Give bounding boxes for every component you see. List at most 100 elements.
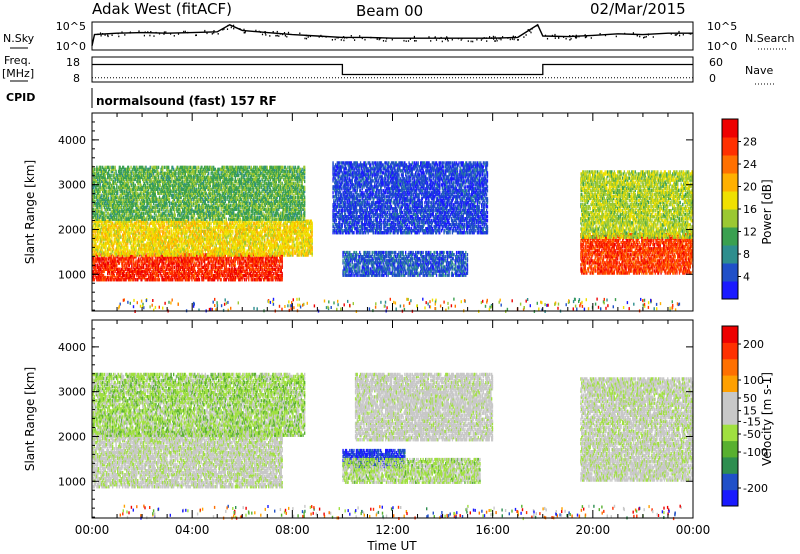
nsky-point xyxy=(223,28,224,30)
nsky-point xyxy=(102,33,103,35)
heatmap-cell xyxy=(282,224,283,227)
nsky-point xyxy=(262,34,263,36)
nsky-point xyxy=(310,36,311,38)
nsky-point xyxy=(244,32,245,34)
heatmap-cell xyxy=(95,241,96,244)
nsky-point xyxy=(343,40,344,42)
heatmap-cell xyxy=(220,233,221,236)
heatmap-cell xyxy=(134,274,135,277)
nsky-point xyxy=(277,31,278,33)
nsky-point xyxy=(130,32,131,34)
nsky-point xyxy=(576,36,577,38)
heatmap-cell xyxy=(251,224,252,227)
heatmap-cell xyxy=(108,276,109,279)
nsky-point xyxy=(149,35,150,37)
nsky-point xyxy=(633,32,634,34)
nsky-point xyxy=(233,25,234,27)
nsky-point xyxy=(476,39,477,41)
nsky-point xyxy=(639,36,640,38)
noise-ytick-bottom: 10^0 xyxy=(56,40,86,53)
heatmap-cell xyxy=(113,247,114,250)
nsky-point xyxy=(285,35,286,37)
nsky-series-line xyxy=(92,25,693,46)
heatmap-cell xyxy=(174,266,175,269)
heatmap-cell xyxy=(160,230,161,233)
nsky-point xyxy=(616,36,617,38)
power-heatmap-cells xyxy=(92,161,694,313)
nsky-point xyxy=(138,30,139,32)
heatmap-cell xyxy=(128,224,129,227)
nsky-point xyxy=(552,35,553,37)
heatmap-cell xyxy=(221,270,222,273)
nsky-label: N.Sky xyxy=(3,32,35,45)
nsky-point xyxy=(108,36,109,38)
heatmap-cell xyxy=(202,270,203,273)
nsky-point xyxy=(586,36,587,38)
nsky-point xyxy=(502,36,503,38)
heatmap-cell xyxy=(267,253,268,256)
nsky-point xyxy=(112,34,113,36)
nsky-point xyxy=(585,37,586,39)
noise-ytick-right-bottom: 10^0 xyxy=(707,40,737,53)
heatmap-cell xyxy=(184,245,185,248)
heatmap-cell xyxy=(211,226,212,229)
heatmap-cell xyxy=(147,222,148,225)
nsky-point xyxy=(566,38,567,40)
nsky-point xyxy=(484,37,485,39)
heatmap-cell xyxy=(254,249,255,252)
nsky-point xyxy=(458,38,459,40)
heatmap-cell xyxy=(216,243,217,246)
nsky-point xyxy=(410,38,411,40)
heatmap-cell xyxy=(231,235,232,238)
nsky-point xyxy=(359,35,360,37)
heatmap-cell xyxy=(135,253,136,256)
nsky-point xyxy=(170,33,171,35)
heatmap-cell xyxy=(131,239,132,242)
nsky-point xyxy=(578,36,579,38)
freq-unit-label: [MHz] xyxy=(2,67,34,80)
nsky-point xyxy=(554,34,555,36)
nsky-point xyxy=(118,33,119,35)
heatmap-cell xyxy=(120,235,121,238)
nsky-point xyxy=(195,35,196,37)
nsky-point xyxy=(496,38,497,40)
station-title: Adak West (fitACF) xyxy=(92,0,232,18)
heatmap-cell xyxy=(110,247,111,250)
nsky-point xyxy=(679,35,680,37)
nsky-point xyxy=(671,33,672,35)
nsky-point xyxy=(121,31,122,33)
nsky-point xyxy=(481,39,482,41)
nsky-point xyxy=(493,36,494,38)
heatmap-cell xyxy=(94,278,95,281)
nsky-point xyxy=(335,39,336,41)
date-title: 02/Mar/2015 xyxy=(590,0,686,18)
nsky-point xyxy=(605,35,606,37)
heatmap-cell xyxy=(213,226,214,229)
nsky-point xyxy=(436,39,437,41)
nsky-point xyxy=(306,38,307,40)
heatmap-cell xyxy=(232,230,233,233)
heatmap-cell xyxy=(243,266,244,269)
nsky-point xyxy=(163,33,164,35)
heatmap-cell xyxy=(179,243,180,246)
heatmap-cell xyxy=(239,253,240,256)
heatmap-cell xyxy=(139,235,140,238)
nsky-point xyxy=(643,37,644,39)
nsky-point xyxy=(277,35,278,37)
nsky-point xyxy=(156,32,157,34)
heatmap-cell xyxy=(135,259,136,262)
nsky-point xyxy=(336,37,337,39)
heatmap-cell xyxy=(111,233,112,236)
nsky-point xyxy=(275,35,276,37)
nsky-point xyxy=(624,33,625,35)
heatmap-cell xyxy=(298,237,299,240)
heatmap-cell xyxy=(139,243,140,246)
nsky-point xyxy=(204,30,205,32)
nsky-point xyxy=(343,36,344,38)
nsky-point xyxy=(231,27,232,29)
nave-label: Nave xyxy=(745,64,773,77)
noise-ytick-top: 10^5 xyxy=(56,20,86,33)
heatmap-cell xyxy=(109,243,110,246)
nsky-point xyxy=(145,31,146,33)
nsky-point xyxy=(362,38,363,40)
